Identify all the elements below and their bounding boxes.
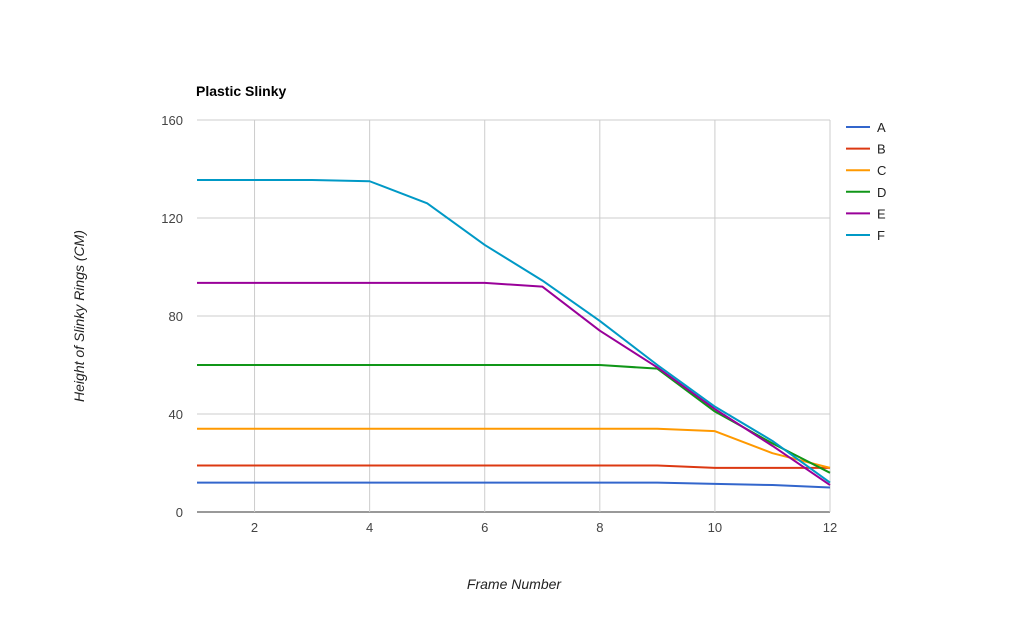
legend-label-f: F bbox=[877, 228, 885, 243]
y-axis-ticks: 0 40 80 120 160 bbox=[161, 113, 183, 520]
y-tick-label: 120 bbox=[161, 211, 183, 226]
series-line-f bbox=[197, 179, 831, 484]
legend-label-e: E bbox=[877, 206, 886, 221]
series-line-d bbox=[197, 364, 831, 474]
series-line-b bbox=[197, 464, 830, 469]
x-axis-ticks: 2 4 6 8 10 12 bbox=[251, 520, 837, 535]
series-line-a bbox=[197, 481, 831, 489]
series-line-c bbox=[197, 427, 831, 469]
x-tick-label: 2 bbox=[251, 520, 258, 535]
grid bbox=[197, 119, 831, 513]
x-tick-label: 8 bbox=[596, 520, 603, 535]
legend-label-d: D bbox=[877, 185, 886, 200]
x-tick-label: 4 bbox=[366, 520, 373, 535]
y-tick-label: 80 bbox=[169, 309, 183, 324]
chart-title: Plastic Slinky bbox=[196, 83, 286, 99]
legend-label-b: B bbox=[877, 142, 886, 157]
series-lines bbox=[197, 179, 831, 489]
series-line-e bbox=[197, 281, 831, 486]
x-tick-label: 10 bbox=[708, 520, 722, 535]
y-tick-label: 160 bbox=[161, 113, 183, 128]
y-tick-label: 0 bbox=[176, 505, 183, 520]
x-tick-label: 12 bbox=[823, 520, 837, 535]
y-tick-label: 40 bbox=[169, 407, 183, 422]
legend-label-a: A bbox=[877, 120, 886, 135]
legend-label-c: C bbox=[877, 163, 886, 178]
x-axis-label: Frame Number bbox=[467, 576, 562, 592]
y-axis-label: Height of Slinky Rings (CM) bbox=[71, 230, 87, 402]
x-tick-label: 6 bbox=[481, 520, 488, 535]
